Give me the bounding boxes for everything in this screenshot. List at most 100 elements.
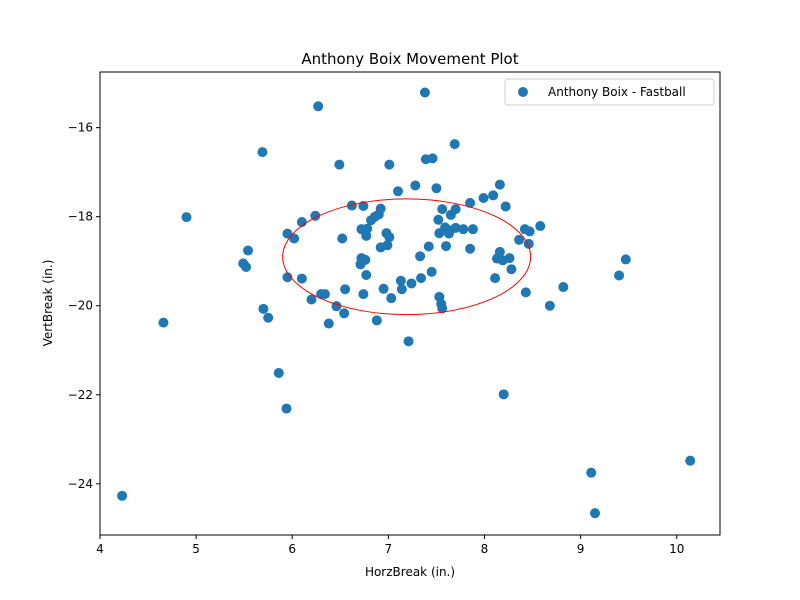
y-tick-label: −20 [68, 299, 93, 313]
data-point [378, 283, 389, 294]
data-point [498, 389, 509, 400]
data-point [158, 317, 169, 328]
data-point [465, 243, 476, 254]
data-point [524, 226, 535, 237]
legend-box [504, 78, 715, 106]
data-point [443, 228, 454, 239]
data-point [396, 284, 407, 295]
x-tick-label: 6 [288, 542, 296, 556]
data-point [263, 312, 274, 323]
data-point [241, 261, 252, 272]
data-point [334, 159, 345, 170]
data-point [382, 240, 393, 251]
data-point [358, 201, 369, 212]
x-tick-label: 8 [481, 542, 489, 556]
data-point [437, 204, 448, 215]
chart-title: Anthony Boix Movement Plot [301, 50, 518, 68]
ellipse-layer [282, 198, 532, 316]
legend-marker [518, 87, 528, 97]
y-tick-label: −24 [68, 477, 93, 491]
legend-label: Anthony Boix - Fastball [548, 85, 686, 99]
data-point [410, 180, 421, 191]
data-point [257, 147, 268, 158]
data-point [426, 266, 437, 277]
data-point [384, 232, 395, 243]
data-point [590, 508, 601, 519]
y-tick-label: −16 [68, 121, 93, 135]
data-point [458, 224, 469, 235]
data-point [340, 284, 351, 295]
data-point [313, 101, 324, 112]
data-point [392, 186, 403, 197]
data-point [419, 87, 430, 98]
data-point [273, 367, 284, 378]
y-tick-label: −22 [68, 388, 93, 402]
legend: Anthony Boix - Fastball [504, 78, 715, 106]
data-point [504, 253, 515, 264]
data-point [355, 259, 366, 270]
data-point [371, 315, 382, 326]
data-point [465, 197, 476, 208]
x-axis-label: HorzBreak (in.) [365, 565, 455, 579]
data-point [289, 233, 300, 244]
data-point [434, 228, 445, 239]
data-point [282, 272, 293, 283]
data-point [296, 273, 307, 284]
data-point [181, 212, 192, 223]
y-tick-label: −18 [68, 210, 93, 224]
data-point [117, 490, 128, 501]
data-point [478, 192, 489, 203]
x-tick-label: 5 [192, 542, 200, 556]
data-point [506, 264, 517, 275]
data-point [395, 275, 406, 286]
data-point [403, 336, 414, 347]
data-point [490, 273, 501, 284]
y-axis-label: VertBreak (in.) [41, 260, 55, 347]
data-point [337, 233, 348, 244]
data-point [386, 293, 397, 304]
data-point [467, 224, 478, 235]
data-point [281, 403, 292, 414]
data-point [346, 200, 357, 211]
data-point [243, 245, 254, 256]
data-point [415, 251, 426, 262]
data-point [433, 214, 444, 225]
data-point [558, 282, 569, 293]
data-point [373, 209, 384, 220]
axis-ticks: 4 5 6 7 8 9 10 −16 −18 −20 −22 −24 [68, 121, 685, 556]
data-point [310, 210, 321, 221]
data-point [441, 241, 452, 252]
data-point [323, 318, 334, 329]
x-tick-label: 4 [96, 542, 104, 556]
data-point [416, 273, 427, 284]
data-point [544, 300, 555, 311]
data-point [306, 294, 317, 305]
data-point [358, 289, 369, 300]
data-point [361, 270, 372, 281]
x-tick-label: 7 [385, 542, 393, 556]
data-point [535, 221, 546, 232]
data-point [445, 209, 456, 220]
data-point [614, 270, 625, 281]
data-point [449, 139, 460, 150]
data-point [620, 254, 631, 265]
data-point [384, 159, 395, 170]
data-point [361, 230, 372, 241]
data-point [520, 287, 531, 298]
data-point [366, 215, 377, 226]
x-tick-label: 9 [577, 542, 585, 556]
data-points [117, 87, 696, 519]
data-point [494, 179, 505, 190]
data-point [500, 201, 511, 212]
confidence-ellipse [282, 198, 532, 316]
data-point [514, 234, 525, 245]
data-point [450, 222, 461, 233]
data-point [406, 278, 417, 289]
data-point [488, 190, 499, 201]
x-tick-label: 10 [669, 542, 684, 556]
data-point [437, 303, 448, 314]
data-point [431, 183, 442, 194]
plot-area-frame [99, 71, 721, 536]
data-point [339, 308, 350, 319]
